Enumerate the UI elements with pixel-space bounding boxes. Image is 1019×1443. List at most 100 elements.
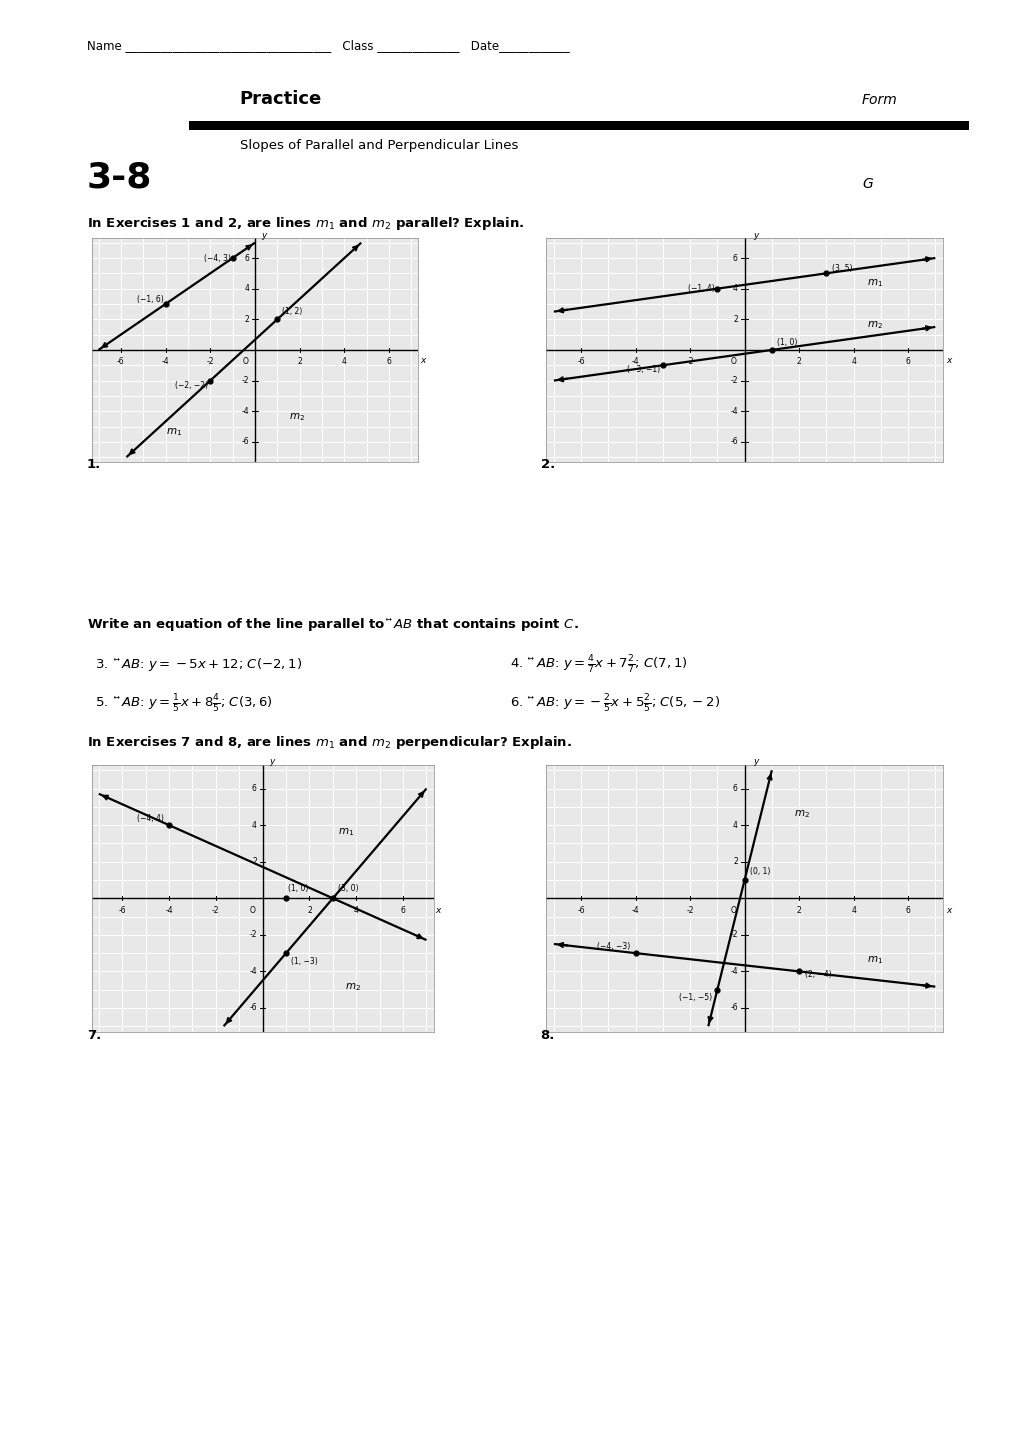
Text: -6: -6 bbox=[242, 437, 250, 446]
Text: In Exercises 7 and 8, are lines $m_1$ and $m_2$ perpendicular? Explain.: In Exercises 7 and 8, are lines $m_1$ an… bbox=[87, 734, 571, 750]
Text: -4: -4 bbox=[249, 967, 257, 975]
Text: 4: 4 bbox=[245, 284, 250, 293]
Text: y: y bbox=[262, 231, 267, 240]
Text: Slopes of Parallel and Perpendicular Lines: Slopes of Parallel and Perpendicular Lin… bbox=[239, 139, 518, 152]
Text: (−1, 4): (−1, 4) bbox=[687, 284, 714, 293]
Text: $m_1$: $m_1$ bbox=[165, 426, 181, 439]
Text: (−1, −5): (−1, −5) bbox=[678, 993, 711, 1003]
Text: (−4, 4): (−4, 4) bbox=[138, 814, 164, 824]
Text: (1, −3): (1, −3) bbox=[290, 957, 317, 965]
Text: -4: -4 bbox=[631, 356, 639, 367]
Text: 4: 4 bbox=[733, 821, 737, 830]
Text: 2: 2 bbox=[796, 356, 801, 367]
Text: 6: 6 bbox=[400, 906, 406, 915]
Text: 8.: 8. bbox=[540, 1029, 554, 1042]
Text: -6: -6 bbox=[730, 437, 737, 446]
Text: (1, 0): (1, 0) bbox=[288, 883, 309, 893]
Text: (0, 1): (0, 1) bbox=[749, 867, 769, 876]
Text: G: G bbox=[861, 176, 872, 190]
Text: -2: -2 bbox=[212, 906, 219, 915]
Text: In Exercises 1 and 2, are lines $m_1$ and $m_2$ parallel? Explain.: In Exercises 1 and 2, are lines $m_1$ an… bbox=[87, 215, 524, 231]
Text: 2: 2 bbox=[252, 857, 257, 866]
Text: -2: -2 bbox=[730, 931, 737, 939]
Text: Form: Form bbox=[861, 92, 897, 107]
Text: 6: 6 bbox=[905, 356, 910, 367]
Text: 2: 2 bbox=[796, 906, 801, 915]
Text: 7.: 7. bbox=[87, 1029, 101, 1042]
Text: 3.  $\overleftrightarrow{AB}$: $y = -5x + 12$; $C(-2, 1)$: 3. $\overleftrightarrow{AB}$: $y = -5x +… bbox=[87, 657, 302, 672]
Text: x: x bbox=[946, 906, 951, 915]
Text: -2: -2 bbox=[730, 377, 737, 385]
Text: $m_1$: $m_1$ bbox=[866, 277, 882, 290]
Text: -4: -4 bbox=[162, 356, 169, 367]
Text: O: O bbox=[250, 906, 256, 915]
Text: (−4, −3): (−4, −3) bbox=[596, 942, 630, 951]
Text: 6: 6 bbox=[905, 906, 910, 915]
Text: 4: 4 bbox=[341, 356, 346, 367]
Text: -6: -6 bbox=[117, 356, 124, 367]
Text: Name ___________________________________   Class ______________   Date__________: Name ___________________________________… bbox=[87, 39, 569, 52]
Text: Practice: Practice bbox=[239, 89, 322, 108]
Text: -4: -4 bbox=[730, 407, 737, 416]
Text: $m_2$: $m_2$ bbox=[288, 411, 305, 423]
Text: -2: -2 bbox=[686, 356, 693, 367]
Text: (1, 0): (1, 0) bbox=[776, 338, 797, 346]
Text: 2: 2 bbox=[307, 906, 312, 915]
Text: 4: 4 bbox=[850, 356, 855, 367]
Text: 4: 4 bbox=[850, 906, 855, 915]
Text: 4: 4 bbox=[354, 906, 359, 915]
Text: y: y bbox=[269, 756, 275, 766]
Text: -2: -2 bbox=[206, 356, 214, 367]
Text: -6: -6 bbox=[118, 906, 126, 915]
Text: 2: 2 bbox=[733, 857, 737, 866]
Text: (3, 5): (3, 5) bbox=[830, 264, 852, 273]
Text: (−1, 6): (−1, 6) bbox=[137, 294, 163, 304]
Text: -4: -4 bbox=[165, 906, 172, 915]
Text: $m_1$: $m_1$ bbox=[337, 827, 354, 838]
Text: -6: -6 bbox=[730, 1003, 737, 1013]
Text: (−3, −1): (−3, −1) bbox=[627, 365, 659, 374]
Text: Write an equation of the line parallel to $\overleftrightarrow{AB}$ that contain: Write an equation of the line parallel t… bbox=[87, 616, 578, 632]
Text: O: O bbox=[243, 356, 248, 367]
Text: 2: 2 bbox=[245, 315, 250, 323]
Text: 6: 6 bbox=[386, 356, 391, 367]
Text: 4: 4 bbox=[252, 821, 257, 830]
Text: 4.  $\overleftrightarrow{AB}$: $y = \frac{4}{7}x + 7\frac{2}{7}$; $C(7, 1)$: 4. $\overleftrightarrow{AB}$: $y = \frac… bbox=[510, 654, 687, 675]
Text: (3, 0): (3, 0) bbox=[337, 883, 358, 893]
Text: (1, 2): (1, 2) bbox=[281, 307, 302, 316]
Text: 3-8: 3-8 bbox=[87, 160, 152, 195]
Text: $m_2$: $m_2$ bbox=[344, 981, 360, 993]
Text: 4: 4 bbox=[733, 284, 737, 293]
Text: 2: 2 bbox=[298, 356, 302, 367]
Text: -6: -6 bbox=[249, 1003, 257, 1013]
Text: x: x bbox=[946, 356, 951, 365]
Text: x: x bbox=[420, 356, 425, 365]
Text: 2: 2 bbox=[733, 315, 737, 323]
Text: O: O bbox=[730, 906, 736, 915]
Text: $m_2$: $m_2$ bbox=[793, 808, 809, 820]
Text: 6: 6 bbox=[733, 254, 737, 263]
Text: -2: -2 bbox=[686, 906, 693, 915]
Text: (−2, −2): (−2, −2) bbox=[175, 381, 208, 390]
Text: 6.  $\overleftrightarrow{AB}$: $y = -\frac{2}{5}x + 5\frac{2}{5}$; $C(5, -2)$: 6. $\overleftrightarrow{AB}$: $y = -\fra… bbox=[510, 693, 719, 714]
Text: y: y bbox=[752, 231, 757, 240]
Text: -4: -4 bbox=[631, 906, 639, 915]
Text: -2: -2 bbox=[242, 377, 250, 385]
Text: -2: -2 bbox=[249, 931, 257, 939]
Text: 6: 6 bbox=[245, 254, 250, 263]
Text: -6: -6 bbox=[577, 356, 584, 367]
Text: 2.: 2. bbox=[540, 457, 554, 470]
Text: -4: -4 bbox=[242, 407, 250, 416]
Text: O: O bbox=[730, 356, 736, 367]
Text: 1.: 1. bbox=[87, 457, 101, 470]
Text: (2, −4): (2, −4) bbox=[804, 970, 830, 978]
Text: $m_2$: $m_2$ bbox=[866, 319, 882, 330]
Text: -4: -4 bbox=[730, 967, 737, 975]
Text: $m_1$: $m_1$ bbox=[866, 954, 882, 965]
Text: 6: 6 bbox=[252, 784, 257, 794]
Text: -6: -6 bbox=[577, 906, 584, 915]
Text: x: x bbox=[435, 906, 440, 915]
Text: 6: 6 bbox=[733, 784, 737, 794]
Text: y: y bbox=[752, 756, 757, 766]
Text: (−4, 3): (−4, 3) bbox=[204, 254, 230, 263]
